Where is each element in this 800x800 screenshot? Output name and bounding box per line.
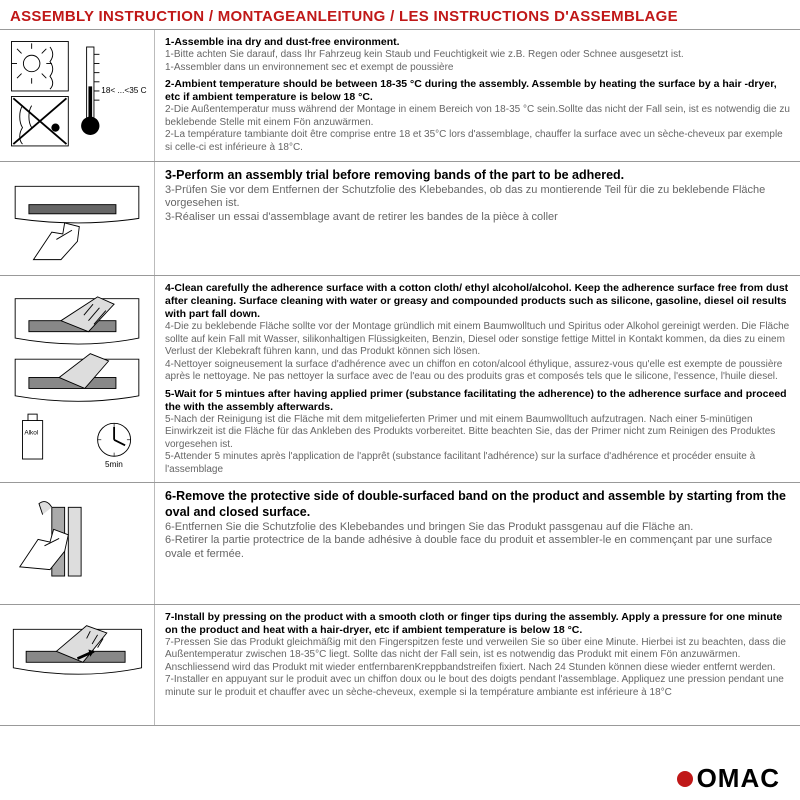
illus-trial [0,162,155,275]
brand-name: OMAC [697,763,780,794]
step-4-fr: 4-Nettoyer soigneusement la surface d'ad… [165,359,790,384]
step-1-fr: 1-Assembler dans un environnement sec et… [165,62,790,75]
step-7: 7-Install by pressing on the product wit… [165,611,790,700]
illus-temp: 18< ...<35 C [0,30,155,161]
text-2: 3-Perform an assembly trial before remov… [155,162,800,275]
row-2: 3-Perform an assembly trial before remov… [0,162,800,276]
page-title: ASSEMBLY INSTRUCTION / MONTAGEANLEITUNG … [10,8,790,25]
illus-peel [0,483,155,603]
step-3: 3-Perform an assembly trial before remov… [165,168,790,225]
sun-thermometer-icon: 18< ...<35 C [6,36,148,155]
illus-press [0,605,155,725]
step-6-de: 6-Entfernen Sie die Schutzfolie des Kleb… [165,521,790,535]
step-2-de: 2-Die Außentemperatur muss während der M… [165,104,790,129]
step-1: 1-Assemble ina dry and dust-free environ… [165,36,790,74]
row-5: 7-Install by pressing on the product wit… [0,605,800,726]
row-3: Alkol 5min 4-Clean carefully the adheren… [0,276,800,484]
step-1-en: 1-Assemble ina dry and dust-free environ… [165,36,790,49]
bottle-label: Alkol [24,429,38,436]
step-7-de: 7-Pressen Sie das Produkt gleichmäßig mi… [165,637,790,675]
step-5-fr: 5-Attender 5 minutes après l'application… [165,451,790,476]
instruction-rows: 18< ...<35 C 1-Assemble ina dry and dust… [0,30,800,726]
hand-trial-icon [6,168,148,269]
row-4: 6-Remove the protective side of double-s… [0,483,800,604]
illus-clean: Alkol 5min [0,276,155,483]
step-3-fr: 3-Réaliser un essai d'assemblage avant d… [165,211,790,225]
step-6-en: 6-Remove the protective side of double-s… [165,489,790,520]
text-3: 4-Clean carefully the adherence surface … [155,276,800,483]
step-6-fr: 6-Retirer la partie protectrice de la ba… [165,534,790,562]
step-6: 6-Remove the protective side of double-s… [165,489,790,562]
step-2-fr: 2-La température tambiante doit être com… [165,129,790,154]
text-1: 1-Assemble ina dry and dust-free environ… [155,30,800,161]
row-1: 18< ...<35 C 1-Assemble ina dry and dust… [0,30,800,162]
step-5: 5-Wait for 5 mintues after having applie… [165,388,790,477]
step-2: 2-Ambient temperature should be between … [165,78,790,154]
brand-dot-icon [677,771,693,787]
step-5-en: 5-Wait for 5 mintues after having applie… [165,388,790,414]
header: ASSEMBLY INSTRUCTION / MONTAGEANLEITUNG … [0,0,800,30]
step-4-de: 4-Die zu beklebende Fläche sollte vor de… [165,321,790,359]
step-4: 4-Clean carefully the adherence surface … [165,282,790,384]
clean-primer-icon: Alkol 5min [6,282,148,477]
step-2-en: 2-Ambient temperature should be between … [165,78,790,104]
peel-band-icon [6,489,148,597]
step-1-de: 1-Bitte achten Sie darauf, dass Ihr Fahr… [165,49,790,62]
step-3-en: 3-Perform an assembly trial before remov… [165,168,790,184]
press-install-icon [6,611,148,719]
step-3-de: 3-Prüfen Sie vor dem Entfernen der Schut… [165,184,790,212]
step-5-de: 5-Nach der Reinigung ist die Fläche mit … [165,414,790,452]
timer-label: 5min [105,460,123,469]
temp-range-label: 18< ...<35 C [101,86,146,95]
step-4-en: 4-Clean carefully the adherence surface … [165,282,790,321]
text-4: 6-Remove the protective side of double-s… [155,483,800,603]
text-5: 7-Install by pressing on the product wit… [155,605,800,725]
footer: OMAC [677,763,780,794]
step-7-fr: 7-Installer en appuyant sur le produit a… [165,674,790,699]
step-7-en: 7-Install by pressing on the product wit… [165,611,790,637]
